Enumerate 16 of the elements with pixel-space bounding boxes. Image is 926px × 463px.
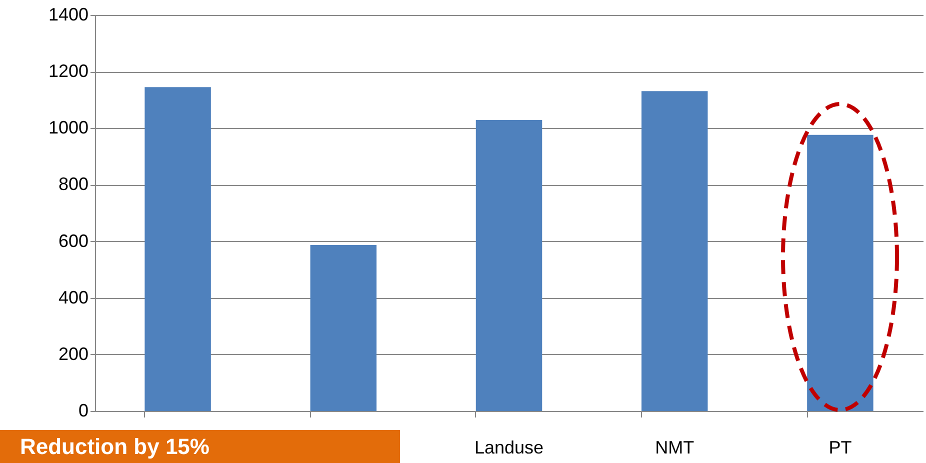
x-tick-label: PT (828, 438, 852, 458)
bar (476, 120, 542, 411)
y-tick-label: 200 (58, 344, 88, 364)
y-tick-label: 800 (58, 174, 88, 194)
x-tick-label: Landuse (474, 438, 544, 458)
x-tick-label: NMT (655, 438, 694, 458)
bar (641, 91, 708, 411)
y-tick-label: 400 (58, 287, 88, 308)
bar (144, 87, 211, 411)
y-tick-label: 1200 (48, 61, 88, 82)
text: Reduction by 15% (0, 430, 400, 463)
y-tick-label: 1400 (48, 4, 88, 24)
y-tick-label: 0 (78, 400, 88, 420)
y-tick-label: 600 (58, 230, 88, 251)
bar (310, 244, 377, 411)
y-tick-label: 1000 (48, 118, 88, 138)
